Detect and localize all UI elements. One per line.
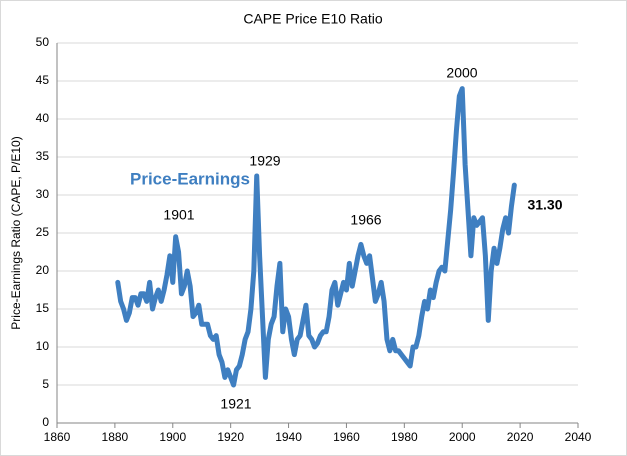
annotation: 1929 [249,153,280,169]
y-axis-label: Price-Earnings Ratio (CAPE, P/E10) [9,136,23,329]
y-tick-label: 25 [36,225,50,239]
x-tick-label: 2020 [507,430,534,444]
x-tick-label: 1880 [102,430,129,444]
y-tick-label: 15 [36,301,50,315]
annotation: 1921 [220,396,251,412]
x-tick-label: 1860 [44,430,71,444]
y-tick-label: 30 [36,187,50,201]
x-tick-label: 1960 [333,430,360,444]
y-tick-label: 50 [36,35,50,49]
x-tick-label: 1900 [159,430,186,444]
x-tick-label: 2040 [565,430,592,444]
y-tick-label: 10 [36,339,50,353]
line [115,86,517,388]
annotation: Price-Earnings [130,169,250,188]
x-tick-label: 1920 [217,430,244,444]
y-tick-label: 5 [42,377,49,391]
x-tick-label: 1940 [275,430,302,444]
annotation: 2000 [446,65,477,81]
y-tick-label: 45 [36,73,50,87]
annotation: 31.30 [527,197,562,213]
x-tick-label: 2000 [449,430,476,444]
y-tick-label: 20 [36,263,50,277]
y-tick-label: 40 [36,111,50,125]
annotation: 1966 [350,212,381,228]
y-tick-label: 35 [36,149,50,163]
annotation: 1901 [163,207,194,223]
chart-title: CAPE Price E10 Ratio [243,11,382,27]
x-tick-label: 1980 [391,430,418,444]
y-tick-label: 0 [42,415,49,429]
